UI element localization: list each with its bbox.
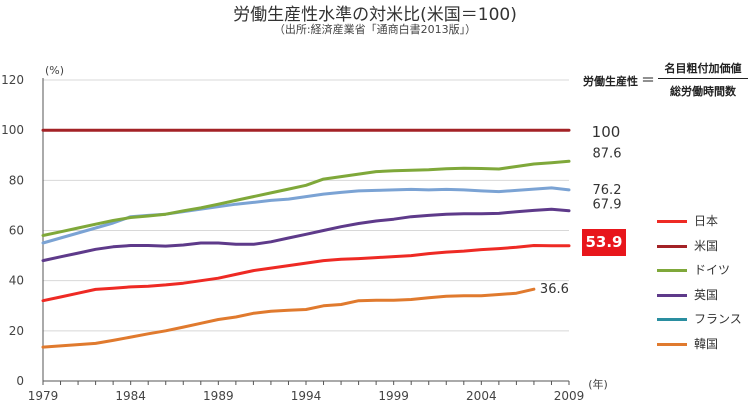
x-tick-label-1979: 1979 (28, 389, 59, 403)
series-line-germany (41, 159, 571, 237)
y-tick-label-120: 120 (1, 73, 24, 87)
legend-swatch-france (657, 318, 687, 321)
y-axis-unit-label: (%) (45, 64, 64, 77)
legend-swatch-germany (657, 269, 687, 272)
end-label-us: 100 (592, 123, 621, 141)
definition-denominator: 総労働時間数 (670, 85, 736, 98)
definition-equals: ＝ (641, 73, 655, 89)
legend-swatch-uk (657, 293, 687, 297)
series-line-korea (41, 287, 536, 349)
productivity-definition: 労働生産性 ＝ 名目粗付加価値 総労働時間数 (583, 60, 749, 104)
legend-item-korea: 韓国 (657, 337, 747, 362)
x-axis-unit-label: (年) (588, 377, 608, 391)
series-line-japan (41, 244, 571, 303)
series-line-uk (41, 207, 571, 263)
japan-end-value-highlight: 53.9 (582, 229, 626, 256)
chart-subtitle: （出所:経済産業省「通商白書2013版」） (273, 23, 477, 36)
end-label-france: 76.2 (593, 183, 622, 198)
legend-item-germany: ドイツ (657, 263, 747, 288)
end-label-uk: 67.9 (593, 198, 622, 213)
y-tick-label-100: 100 (1, 123, 24, 137)
legend-swatch-japan (657, 220, 687, 223)
fraction-bar (658, 78, 748, 79)
y-tick-label-0: 0 (16, 374, 24, 388)
y-tick-label-80: 80 (9, 173, 24, 187)
legend-label-uk: 英国 (694, 287, 719, 302)
y-tick-label-20: 20 (9, 324, 24, 338)
x-tick-label-1989: 1989 (203, 389, 234, 403)
x-tick-label-1999: 1999 (378, 389, 409, 403)
definition-numerator: 名目粗付加価値 (664, 62, 742, 75)
y-tick-label-40: 40 (9, 274, 24, 288)
y-tick-label-60: 60 (9, 224, 24, 238)
end-label-korea: 36.6 (540, 282, 569, 297)
legend-label-korea: 韓国 (694, 336, 719, 351)
legend-swatch-us (657, 244, 687, 248)
legend-label-us: 米国 (694, 238, 719, 253)
chart-legend: 日本米国ドイツ英国フランス韓国 (657, 214, 747, 361)
legend-label-france: フランス (694, 312, 742, 326)
legend-label-japan: 日本 (694, 214, 719, 228)
chart-title: 労働生産性水準の対米比(米国＝100) (233, 5, 517, 25)
legend-item-france: フランス (657, 312, 747, 337)
end-label-germany: 87.6 (593, 146, 622, 161)
x-tick-label-2004: 2004 (466, 389, 497, 403)
legend-item-japan: 日本 (657, 214, 747, 239)
legend-swatch-korea (657, 342, 687, 346)
x-tick-label-1994: 1994 (291, 389, 322, 403)
legend-item-uk: 英国 (657, 288, 747, 313)
legend-label-germany: ドイツ (694, 263, 731, 277)
x-tick-label-1984: 1984 (115, 389, 146, 403)
legend-item-us: 米国 (657, 239, 747, 264)
x-tick-label-2009: 2009 (554, 389, 585, 403)
definition-lhs: 労働生産性 (583, 75, 638, 88)
